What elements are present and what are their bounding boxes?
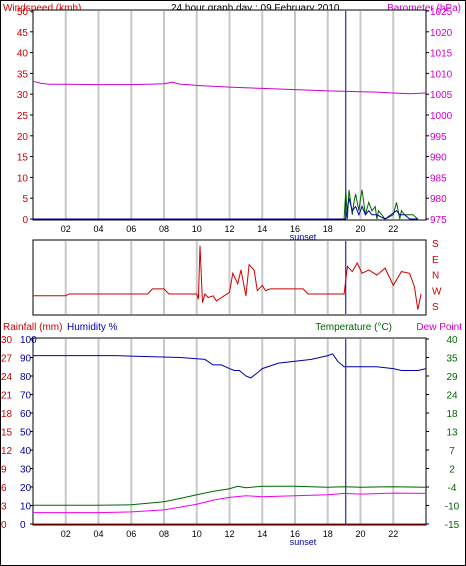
humidity-panel-time-tick-16: 16 — [290, 529, 300, 539]
humidity-panel-time-tick-12: 12 — [224, 529, 234, 539]
wind-panel-time-tick-02: 02 — [61, 224, 71, 234]
rain-tick-0: 30 — [1, 335, 13, 346]
windspeed-tick-25: 25 — [17, 111, 29, 122]
direction-tick-4: S — [432, 302, 439, 313]
wind-panel-time-tick-06: 06 — [126, 224, 136, 234]
sunset-label-top: sunset — [290, 232, 317, 242]
humidity-panel-time-tick-18: 18 — [323, 529, 333, 539]
wind-panel-time-tick-12: 12 — [224, 224, 234, 234]
humidity-panel-time-tick-02: 02 — [61, 529, 71, 539]
rain-tick-4: 18 — [1, 409, 13, 420]
humidity-panel-time-tick-14: 14 — [257, 529, 267, 539]
rain-tick-3: 21 — [1, 391, 13, 402]
windspeed-tick-30: 30 — [17, 90, 29, 101]
barometer-tick-995: 995 — [430, 132, 447, 143]
wind-panel-time-tick-16: 16 — [290, 224, 300, 234]
windspeed-axis-title: Windspeed (kmh) — [3, 3, 81, 14]
series-temperature — [33, 485, 427, 506]
windspeed-tick-10: 10 — [17, 173, 29, 184]
barometer-tick-1005: 1005 — [430, 90, 453, 101]
humidity-panel-time-tick-04: 04 — [93, 529, 103, 539]
wind-panel-time-tick-14: 14 — [257, 224, 267, 234]
direction-tick-0: S — [432, 239, 439, 250]
barometer-tick-1010: 1010 — [430, 69, 453, 80]
humidity-tick-7: 30 — [20, 465, 32, 476]
humidity-axis-title: Humidity % — [67, 322, 118, 333]
humidity-tick-8: 20 — [20, 483, 32, 494]
windspeed-tick-35: 35 — [17, 69, 29, 80]
rain-tick-9: 3 — [1, 502, 7, 513]
dewpoint-axis-title: Dew Point — [416, 322, 462, 333]
rain-tick-2: 24 — [1, 372, 13, 383]
direction-tick-1: E — [432, 255, 439, 266]
humidity-tick-5: 50 — [20, 428, 32, 439]
wind-panel-time-tick-18: 18 — [323, 224, 333, 234]
temperature-tick-9: -10 — [445, 502, 460, 513]
series-humidity — [33, 353, 427, 379]
series-wind-direction — [33, 245, 422, 310]
wind-panel-time-tick-10: 10 — [192, 224, 202, 234]
temperature-tick-0: 40 — [446, 335, 458, 346]
direction-tick-3: W — [432, 286, 442, 297]
humidity-tick-2: 80 — [20, 372, 32, 383]
temperature-tick-10: -15 — [445, 520, 460, 531]
wind-panel-time-tick-04: 04 — [93, 224, 103, 234]
rainfall-axis-title: Rainfall (mm) — [3, 322, 62, 333]
windspeed-tick-45: 45 — [17, 28, 29, 39]
rain-tick-5: 15 — [1, 428, 13, 439]
humidity-tick-6: 40 — [20, 446, 32, 457]
rain-tick-6: 12 — [1, 446, 13, 457]
windspeed-tick-20: 20 — [17, 132, 29, 143]
series-barometer — [32, 80, 427, 95]
direction-tick-2: N — [432, 271, 439, 282]
wind-panel-time-tick-22: 22 — [388, 224, 398, 234]
windspeed-tick-50: 50 — [17, 7, 29, 18]
wind-panel-time-tick-08: 08 — [159, 224, 169, 234]
barometer-tick-1000: 1000 — [430, 111, 453, 122]
humidity-panel-time-tick-20: 20 — [355, 529, 365, 539]
windspeed-tick-15: 15 — [17, 153, 29, 164]
windspeed-tick-40: 40 — [17, 49, 29, 60]
barometer-tick-990: 990 — [430, 153, 447, 164]
barometer-tick-1020: 1020 — [430, 28, 453, 39]
humidity-panel-time-tick-08: 08 — [159, 529, 169, 539]
rain-tick-10: 0 — [1, 520, 7, 531]
chart-title: 24 hour graph day : 09 February 2010 — [171, 3, 340, 14]
humidity-tick-4: 60 — [20, 409, 32, 420]
temperature-tick-5: 13 — [446, 428, 458, 439]
temperature-tick-6: 7 — [449, 446, 455, 457]
humidity-tick-0: 100 — [20, 335, 37, 346]
barometer-tick-1025: 1025 — [430, 7, 453, 18]
humidity-panel-time-tick-06: 06 — [126, 529, 136, 539]
series-dew-point — [33, 492, 427, 514]
temperature-tick-3: 24 — [446, 391, 458, 402]
barometer-tick-975: 975 — [430, 215, 447, 226]
rain-tick-8: 6 — [1, 483, 7, 494]
temperature-axis-title: Temperature (°C) — [315, 322, 392, 333]
humidity-tick-3: 70 — [20, 391, 32, 402]
barometer-tick-1015: 1015 — [430, 49, 453, 60]
humidity-tick-10: 0 — [20, 520, 26, 531]
temperature-tick-1: 35 — [446, 354, 458, 365]
wind-panel-time-tick-20: 20 — [355, 224, 365, 234]
humidity-tick-9: 10 — [20, 502, 32, 513]
series-wind-speed — [33, 198, 418, 220]
rain-tick-7: 9 — [1, 465, 7, 476]
humidity-panel-time-tick-22: 22 — [388, 529, 398, 539]
temperature-tick-4: 18 — [446, 409, 458, 420]
temperature-tick-8: -4 — [448, 483, 457, 494]
temperature-tick-2: 29 — [446, 372, 458, 383]
windspeed-tick-5: 5 — [22, 194, 28, 205]
barometer-tick-985: 985 — [430, 173, 447, 184]
humidity-panel-time-tick-10: 10 — [192, 529, 202, 539]
humidity-tick-1: 90 — [20, 354, 32, 365]
series-wind-gust — [33, 189, 419, 220]
windspeed-tick-0: 0 — [22, 215, 28, 226]
sunset-label-bottom: sunset — [290, 537, 317, 547]
rain-tick-1: 27 — [1, 354, 13, 365]
temperature-tick-7: 2 — [449, 465, 455, 476]
barometer-axis-title: Barometer (hPa) — [387, 3, 461, 14]
barometer-tick-980: 980 — [430, 194, 447, 205]
